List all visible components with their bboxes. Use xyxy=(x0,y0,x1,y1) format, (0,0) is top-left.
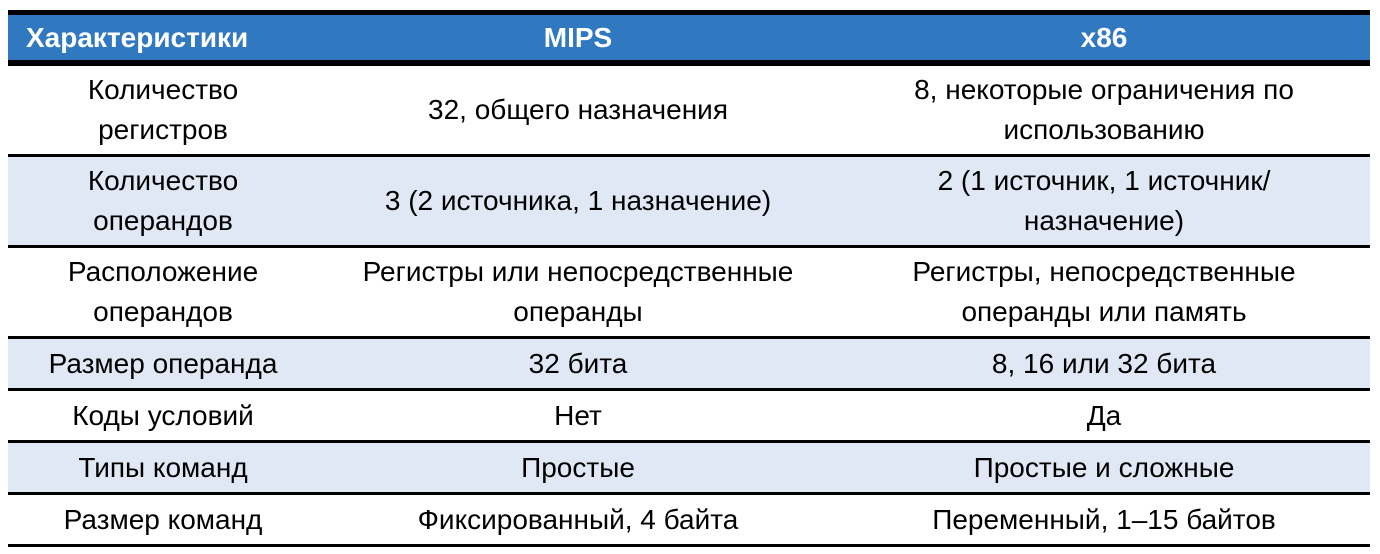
mips-cell: 32 бита xyxy=(318,337,838,390)
header-characteristics: Характеристики xyxy=(8,12,318,63)
x86-cell: 2 (1 источник, 1 источник/назначение) xyxy=(838,155,1370,247)
x86-cell: 8, некоторые ограничения по использовани… xyxy=(914,74,1294,145)
characteristic-cell: Размер операнда xyxy=(8,337,318,390)
header-row: Характеристики MIPS x86 xyxy=(8,12,1370,63)
table-row: Размер команд Фиксированный, 4 байта Перем… xyxy=(8,493,1370,546)
characteristic-cell: Расположение операндов xyxy=(67,256,259,327)
mips-cell: Регистры или непосредственные операнды xyxy=(362,256,794,327)
table-row: Типы команд Простые Простые и сложные xyxy=(8,441,1370,494)
x86-cell: 8, 16 или 32 бита xyxy=(838,337,1370,390)
comparison-table: Характеристики MIPS x86 Количество регис… xyxy=(8,10,1370,547)
x86-cell: Да xyxy=(1086,399,1122,431)
table-row: Размер операнда 32 бита 8, 16 или 32 бита xyxy=(8,337,1370,390)
mips-cell: 32, общего назначения xyxy=(428,94,728,125)
table-row: Расположение операндов Регистры или непос… xyxy=(8,246,1370,338)
mips-cell: Нет xyxy=(554,399,602,431)
table-row: Количество регистров 32, общего назначени… xyxy=(8,63,1370,156)
header-mips: MIPS xyxy=(318,12,838,63)
characteristic-cell: Типы команд xyxy=(8,441,318,494)
characteristic-cell: Количество операндов xyxy=(8,155,318,247)
x86-cell: Регистры, непосредственные операнды или … xyxy=(912,256,1296,327)
characteristic-cell: Количество регистров xyxy=(87,74,239,145)
table-row: Количество операндов 3 (2 источника, 1 на… xyxy=(8,155,1370,247)
characteristic-cell: Коды условий xyxy=(72,399,254,431)
characteristic-cell: Размер команд xyxy=(63,503,263,535)
x86-cell: Простые и сложные xyxy=(838,441,1370,494)
mips-cell: Простые xyxy=(318,441,838,494)
mips-cell: 3 (2 источника, 1 назначение) xyxy=(318,155,838,247)
mips-cell: Фиксированный, 4 байта xyxy=(417,503,739,535)
table-row: Коды условий Нет Да xyxy=(8,389,1370,442)
x86-cell: Переменный, 1–15 байтов xyxy=(932,503,1276,535)
header-x86: x86 xyxy=(838,12,1370,63)
